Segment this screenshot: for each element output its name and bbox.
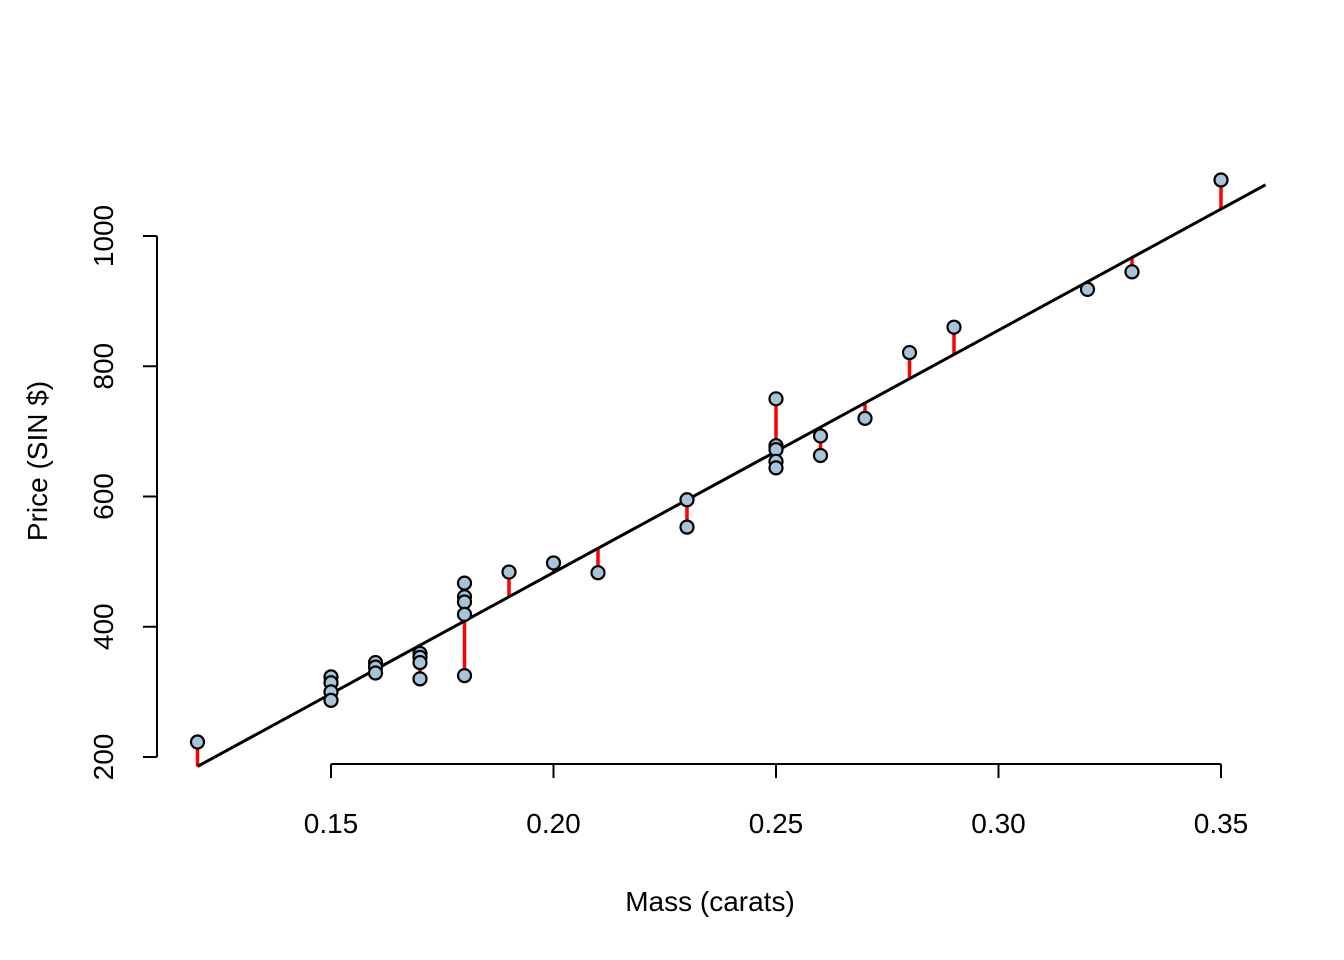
data-point <box>679 492 695 508</box>
data-point <box>456 594 473 610</box>
data-point <box>812 428 829 444</box>
y-tick-label: 200 <box>88 734 119 781</box>
y-axis: 200 400 600 800 1000 <box>88 205 158 781</box>
data-point <box>1079 281 1096 298</box>
regression-line <box>196 183 1267 768</box>
data-point <box>323 692 339 708</box>
y-tick-label: 1000 <box>88 205 119 267</box>
data-point <box>412 654 428 671</box>
x-tick-label: 0.25 <box>749 808 804 839</box>
data-point <box>812 447 829 464</box>
data-point <box>679 519 695 535</box>
data-point <box>946 319 962 335</box>
data-point <box>768 460 784 476</box>
data-point <box>456 606 473 622</box>
data-point <box>412 671 428 687</box>
y-axis-label: Price (SIN $) <box>22 381 53 541</box>
data-point <box>768 391 784 407</box>
data-point <box>367 665 384 681</box>
x-tick-label: 0.15 <box>304 808 359 839</box>
data-point <box>189 734 206 750</box>
y-tick-label: 400 <box>88 603 119 650</box>
x-tick-label: 0.20 <box>526 808 581 839</box>
y-tick-label: 600 <box>88 473 119 520</box>
data-point <box>901 344 918 361</box>
data-point <box>857 410 873 426</box>
x-tick-label: 0.35 <box>1194 808 1249 839</box>
data-point <box>501 564 517 580</box>
x-tick-label: 0.30 <box>971 808 1026 839</box>
data-point <box>456 667 473 684</box>
data-points <box>189 172 1229 750</box>
x-axis: 0.15 0.20 0.25 0.30 0.35 <box>304 763 1249 839</box>
data-point <box>545 555 562 571</box>
data-point <box>590 565 606 581</box>
x-axis-label: Mass (carats) <box>625 886 795 917</box>
y-tick-label: 800 <box>88 343 119 390</box>
data-point <box>1213 172 1229 188</box>
data-point <box>456 575 473 591</box>
residual-segments <box>195 179 1223 767</box>
data-point <box>1124 264 1140 280</box>
regression-line-group <box>196 183 1267 768</box>
